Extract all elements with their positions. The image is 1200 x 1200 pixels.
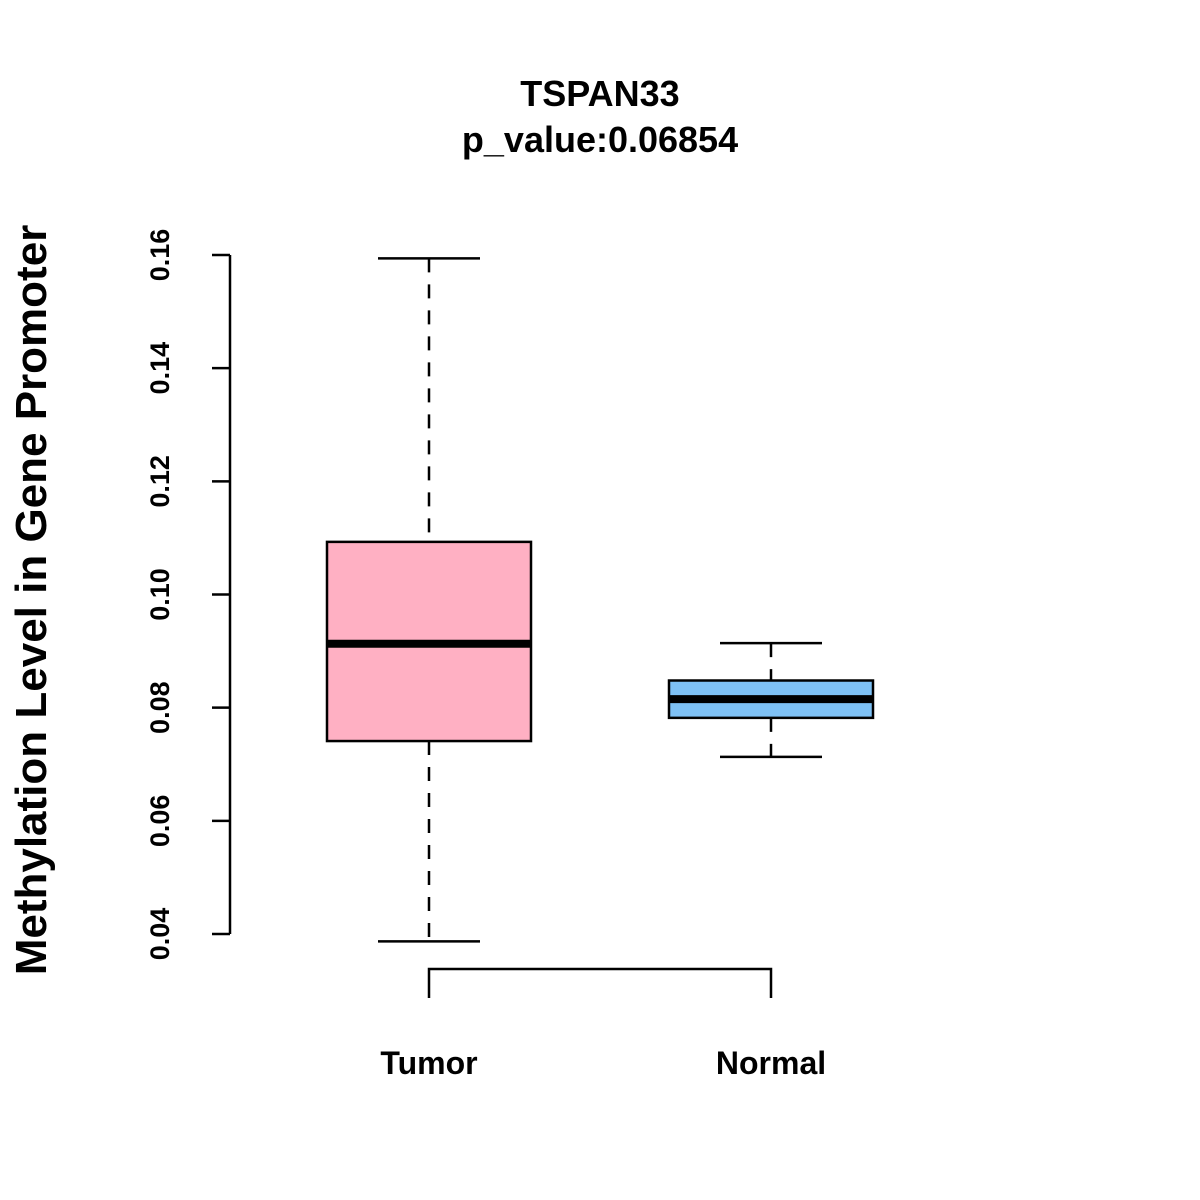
comparison-bracket xyxy=(427,967,773,998)
y-tick-label: 0.06 xyxy=(145,795,175,848)
y-tick-label: 0.04 xyxy=(145,908,175,961)
y-tick-label: 0.08 xyxy=(145,681,175,734)
chart-subtitle: p_value:0.06854 xyxy=(462,119,738,160)
x-tick-label-normal: Normal xyxy=(716,1045,826,1081)
box-normal xyxy=(667,641,875,759)
y-tick-label: 0.14 xyxy=(145,342,175,395)
chart-title: TSPAN33 xyxy=(520,73,679,114)
y-axis: 0.04 0.06 0.08 0.10 0.12 0.14 0.16 xyxy=(145,229,232,961)
x-axis-labels: Tumor Normal xyxy=(380,1045,826,1081)
x-tick-label-tumor: Tumor xyxy=(380,1045,477,1081)
y-tick-label: 0.10 xyxy=(145,568,175,621)
box-tumor xyxy=(325,257,533,943)
bracket-line xyxy=(427,967,773,998)
y-tick-label: 0.12 xyxy=(145,455,175,508)
y-axis-label: Methylation Level in Gene Promoter xyxy=(7,225,56,976)
boxes-group xyxy=(325,257,875,943)
y-tick-label: 0.16 xyxy=(145,229,175,282)
